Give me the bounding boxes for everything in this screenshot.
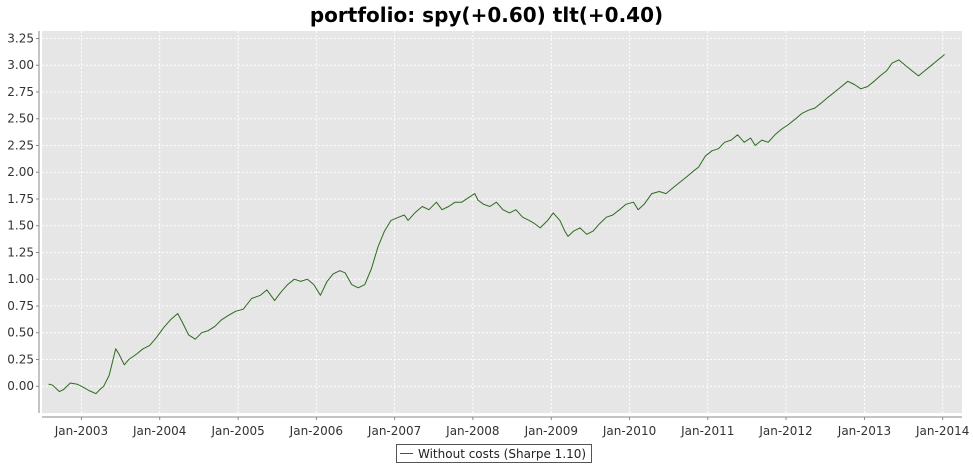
- x-tick-label: Jan-2003: [54, 424, 108, 438]
- x-tick-label: Jan-2010: [602, 424, 656, 438]
- y-tick-label: 0.50: [7, 326, 34, 340]
- x-tick-label: Jan-2006: [289, 424, 343, 438]
- y-tick-label: 3.25: [7, 31, 34, 45]
- x-tick-label: Jan-2005: [210, 424, 264, 438]
- legend-label: Without costs (Sharpe 1.10): [418, 446, 587, 461]
- plot-area: 0.00 0.25 0.50 0.75 1.00 1.25 1.50 1.75 2.00 2.25…: [7, 31, 969, 438]
- x-tick-label: Jan-2014: [915, 424, 969, 438]
- y-tick-label: 2.50: [7, 112, 34, 126]
- y-tick-label: 3.00: [7, 58, 34, 72]
- x-tick-label: Jan-2008: [445, 424, 499, 438]
- y-tick-label: 0.25: [7, 352, 34, 366]
- y-tick-label: 2.75: [7, 85, 34, 99]
- chart-title: portfolio: spy(+0.60) tlt(+0.40): [309, 3, 664, 27]
- y-tick-label: 1.75: [7, 192, 34, 206]
- x-tick-label: Jan-2007: [367, 424, 421, 438]
- legend-swatch: [400, 453, 413, 454]
- x-tick-label: Jan-2009: [524, 424, 578, 438]
- x-tick-label: Jan-2011: [680, 424, 734, 438]
- x-tick-label: Jan-2013: [837, 424, 891, 438]
- y-tick-label: 2.25: [7, 138, 34, 152]
- y-tick-label: 0.75: [7, 299, 34, 313]
- legend: Without costs (Sharpe 1.10): [396, 444, 593, 463]
- y-tick-label: 1.50: [7, 219, 34, 233]
- y-tick-label: 2.00: [7, 165, 34, 179]
- x-tick-label: Jan-2012: [758, 424, 812, 438]
- plot-background: [42, 31, 962, 413]
- y-tick-label: 0.00: [7, 379, 34, 393]
- y-tick-label: 1.00: [7, 272, 34, 286]
- x-tick-label: Jan-2004: [132, 424, 186, 438]
- y-tick-label: 1.25: [7, 245, 34, 259]
- series-line: [48, 54, 945, 395]
